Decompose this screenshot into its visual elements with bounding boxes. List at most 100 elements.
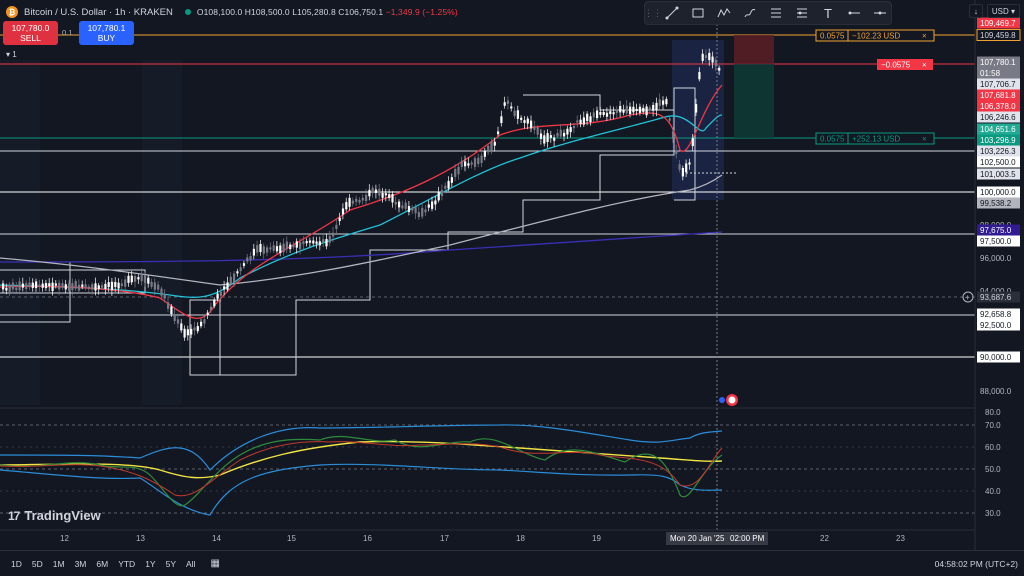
candle-body: [447, 180, 450, 189]
rectangle-icon[interactable]: [687, 3, 709, 23]
symbol-title[interactable]: Bitcoin / U.S. Dollar · 1h · KRAKEN: [24, 6, 173, 18]
lot-size[interactable]: ▾ 1: [6, 50, 17, 59]
range-6m[interactable]: 6M: [96, 558, 109, 569]
text-icon[interactable]: T: [824, 5, 832, 21]
candle-body: [718, 67, 721, 71]
position-labels[interactable]: 0.0575 −102.23 USD × −0.0575 × 0.0575 +2…: [815, 29, 974, 303]
candle-body: [698, 72, 701, 80]
candle-body: [242, 263, 246, 266]
trend-line-icon[interactable]: [661, 3, 683, 23]
calendar-icon[interactable]: ▦: [210, 558, 220, 569]
market-status-icon: [184, 9, 191, 15]
range-ytd[interactable]: YTD: [118, 558, 136, 569]
price-level-text: 109,469.7: [980, 19, 1016, 28]
candle-body: [21, 283, 24, 288]
candle-body: [153, 282, 156, 290]
candle-body: [421, 207, 424, 217]
price-level-tag: [977, 308, 1020, 320]
axis-tick: 40.0: [985, 487, 1001, 496]
upper-band-line: [0, 424, 723, 471]
candle-body: [523, 120, 526, 123]
range-all[interactable]: All: [186, 558, 196, 569]
price-level-text: 109,459.8: [980, 31, 1016, 40]
horizontal-ray-icon[interactable]: [843, 3, 865, 23]
long-position-tool[interactable]: [734, 35, 774, 138]
candle-body: [101, 285, 104, 288]
range-1m[interactable]: 1M: [52, 558, 65, 569]
sell-price: 107,780.0: [11, 23, 50, 33]
wave-icon[interactable]: [713, 3, 735, 23]
price-level-tag: [977, 89, 1020, 101]
candle-body: [150, 281, 153, 287]
candle-body: [351, 200, 354, 204]
candle-body: [695, 104, 698, 113]
candle-body: [233, 273, 236, 283]
range-1d[interactable]: 1D: [11, 558, 22, 569]
range-5y[interactable]: 5Y: [165, 558, 176, 569]
brush-icon[interactable]: [739, 3, 761, 23]
candle-body: [312, 240, 315, 244]
candle-body: [467, 163, 470, 166]
candle-body: [685, 163, 688, 173]
candle-body: [190, 328, 193, 335]
candle-body: [549, 135, 552, 138]
candle-body: [361, 197, 364, 201]
price-level-text: 103,226.3: [980, 147, 1016, 156]
candle-body: [229, 276, 232, 284]
sell-label: SELL: [20, 33, 41, 43]
clock[interactable]: 04:58:02 PM (UTC+2): [934, 559, 1018, 569]
buy-button[interactable]: 107,780.1 BUY: [79, 21, 134, 45]
price-level-tag: [977, 291, 1020, 303]
candle-body: [173, 314, 176, 322]
price-axis[interactable]: 98,000.0 96,000.0 94,000.0 88,000.0 80.0…: [980, 221, 1012, 518]
sell-button[interactable]: 107,780.0 SELL: [3, 21, 58, 45]
horizontal-line-icon[interactable]: [869, 3, 891, 23]
add-alert-icon: +: [965, 293, 970, 302]
candle-body: [490, 141, 493, 151]
price-chart[interactable]: 98,000.0 96,000.0 94,000.0 88,000.0 80.0…: [0, 0, 1024, 550]
candle-body: [259, 243, 262, 253]
time-axis[interactable]: 12 13 14 15 16 17 18 19 22 23: [60, 534, 905, 543]
candle-body: [292, 244, 295, 248]
candle-body: [87, 286, 90, 289]
bottom-toolbar[interactable]: 1D 5D 1M 3M 6M YTD 1Y 5Y All ▦ 04:58:02 …: [0, 550, 1024, 576]
buy-price: 107,780.1: [87, 23, 126, 33]
ema-fast-line: [0, 84, 723, 319]
candle-body: [579, 119, 582, 125]
time-tick: 18: [516, 534, 525, 543]
position-icon[interactable]: [791, 3, 813, 23]
price-level-tag: [977, 319, 1020, 331]
top-right-controls[interactable]: ↓ USD ▾: [968, 4, 1020, 18]
candle-body: [473, 158, 477, 167]
candle-body: [440, 189, 444, 197]
candle-body: [325, 238, 328, 247]
symbol-header[interactable]: ₿ Bitcoin / U.S. Dollar · 1h · KRAKEN O1…: [6, 4, 458, 20]
fib-icon[interactable]: [765, 3, 787, 23]
candle-body: [497, 131, 500, 135]
price-level-text: 92,658.8: [980, 310, 1012, 319]
download-icon[interactable]: ↓: [968, 4, 983, 18]
indicator-pane[interactable]: [0, 424, 975, 516]
candle-body: [328, 236, 331, 243]
grip-icon[interactable]: ⋮⋮: [644, 7, 662, 18]
candle-body: [576, 120, 579, 123]
candle-body: [619, 105, 622, 113]
axis-tick: 70.0: [985, 421, 1001, 430]
crosshair-time: 02:00 PM: [726, 532, 769, 545]
drawing-toolbar[interactable]: ⋮⋮ T: [644, 1, 892, 25]
candle-body: [193, 327, 196, 331]
currency-select[interactable]: USD ▾: [986, 4, 1020, 18]
range-1y[interactable]: 1Y: [145, 558, 156, 569]
candle-body: [216, 293, 219, 299]
candle-body: [510, 106, 513, 109]
range-5d[interactable]: 5D: [31, 558, 43, 569]
event-flag-icon[interactable]: [719, 394, 738, 406]
range-3m[interactable]: 3M: [74, 558, 87, 569]
ema-long-line: [0, 231, 723, 263]
candle-body: [345, 202, 348, 210]
price-level-tag: [976, 29, 1021, 41]
price-level-text: 106,246.6: [980, 113, 1016, 122]
candle-body: [553, 137, 556, 141]
spread-value: 0.1: [62, 28, 73, 37]
candle-body: [318, 241, 321, 246]
